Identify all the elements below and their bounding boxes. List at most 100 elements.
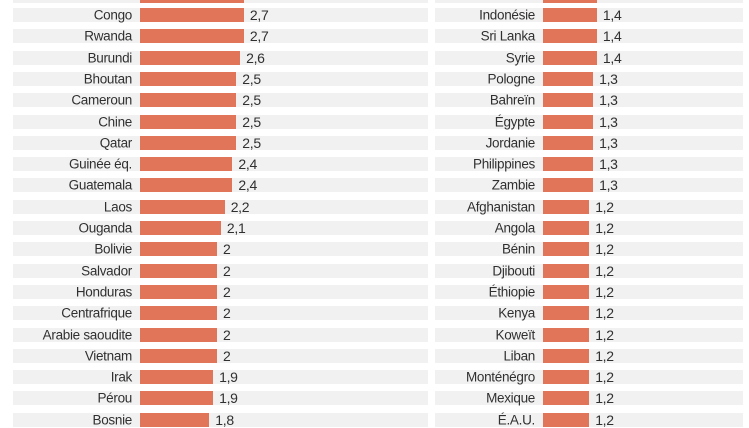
chart-row: Bénin 1,2 (435, 241, 743, 257)
value-label: 1,3 (599, 92, 618, 109)
value-bar (140, 178, 233, 193)
value-bar (543, 199, 590, 214)
value-bar (543, 327, 590, 342)
chart-row: Bolivie 2 (13, 241, 428, 257)
country-label: Pologne (487, 71, 536, 87)
value-bar (543, 8, 597, 22)
country-label: Zambie (491, 177, 536, 193)
value-bar (543, 370, 590, 385)
value-label: 1,3 (599, 134, 618, 151)
value-label: 1,2 (595, 411, 614, 428)
value-bar (140, 199, 225, 214)
value-bar (543, 93, 594, 108)
value-label: 2,5 (242, 113, 261, 130)
value-label: 2,6 (246, 49, 265, 66)
value-label: 1,2 (595, 262, 614, 279)
value-bar (140, 412, 210, 427)
country-label: Guinée éq. (68, 156, 132, 172)
value-label: 2,2 (230, 198, 250, 215)
chart-row: Burundi 2,6 (13, 49, 428, 66)
country-label: Burundi (87, 50, 133, 66)
chart-row: Congo 2,7 (13, 7, 428, 23)
row-band (13, 391, 428, 406)
chart-row: Koweït 1,2 (435, 327, 743, 343)
country-label: Guatemala (68, 177, 133, 193)
chart-row: Liban 1,2 (435, 347, 743, 364)
value-label: 1,2 (595, 347, 614, 364)
country-label: Kenya (498, 305, 535, 321)
value-label: 1,2 (595, 369, 614, 386)
value-bar (543, 50, 597, 65)
country-label: Jordanie (485, 135, 536, 151)
cropped-bar-sliver (543, 0, 597, 3)
value-label: 2 (223, 305, 231, 322)
value-bar (140, 157, 233, 172)
value-label: 1,2 (595, 283, 614, 300)
chart-row: Laos 2,2 (13, 198, 428, 215)
chart-row: Bahreïn 1,3 (435, 92, 743, 109)
country-label: Arabie saoudite (42, 327, 133, 342)
country-label: Djibouti (492, 263, 535, 279)
value-bar (140, 93, 237, 108)
value-bar (140, 263, 217, 278)
country-label: Bahreïn (489, 92, 535, 108)
chart-row: Kenya 1,2 (435, 305, 743, 321)
value-bar (140, 114, 237, 129)
country-label: Salvador (81, 263, 132, 279)
chart-row: Guinée éq. 2,4 (13, 156, 428, 172)
value-label: 1,3 (599, 156, 618, 173)
chart-row: Centrafrique 2 (13, 305, 428, 322)
value-label: 2,5 (242, 92, 261, 109)
value-bar (140, 348, 217, 363)
chart-row: Djibouti 1,2 (435, 262, 743, 279)
chart-row: Monténégro 1,2 (435, 369, 743, 386)
country-label: Bosnie (92, 412, 133, 428)
chart-row: Honduras 2 (13, 284, 428, 300)
chart-row: Vietnam 2 (13, 347, 428, 364)
value-bar (140, 391, 214, 406)
value-label: 2 (223, 326, 231, 343)
value-bar (543, 306, 590, 321)
chart-row: Pologne 1,3 (435, 70, 743, 87)
chart-row: Zambie 1,3 (435, 177, 743, 193)
row-band (13, 327, 428, 342)
country-label: Cameroun (71, 92, 132, 108)
chart-row: Qatar 2,5 (13, 134, 428, 151)
value-label: 1,3 (599, 113, 618, 130)
value-bar (140, 370, 214, 385)
row-band (13, 370, 428, 385)
country-label: Honduras (75, 284, 132, 300)
country-label: Centrafrique (61, 305, 132, 321)
country-label: Chine (98, 114, 132, 129)
value-bar (140, 221, 221, 235)
row-band (13, 242, 428, 257)
chart-row: Bosnie 1,8 (13, 412, 428, 428)
country-label: Bolivie (94, 241, 132, 257)
chart-row: Indonésie 1,4 (435, 7, 743, 23)
country-label: Congo (93, 7, 133, 23)
value-bar (543, 71, 594, 86)
country-label: Laos (103, 199, 132, 215)
value-label: 2,5 (242, 134, 261, 151)
value-label: 1,2 (595, 220, 614, 236)
country-label: Bénin (501, 241, 535, 257)
value-label: 2,5 (242, 70, 261, 87)
value-bar (140, 8, 244, 22)
country-label: É.A.U. (497, 412, 536, 428)
row-band (13, 348, 428, 363)
chart-row: Guatemala 2,4 (13, 177, 428, 194)
chart-row: Pérou 1,9 (13, 390, 428, 407)
country-label: Irak (110, 369, 133, 385)
chart-row: Angola 1,2 (435, 220, 743, 236)
value-label: 2 (223, 347, 231, 364)
value-bar (543, 242, 590, 257)
value-bar (543, 412, 590, 427)
cropped-bar-sliver (140, 0, 244, 3)
value-bar (543, 114, 594, 129)
country-label: Angola (494, 220, 536, 236)
value-label: 2,4 (238, 177, 257, 194)
value-label: 1,9 (219, 369, 238, 386)
value-label: 1,9 (219, 390, 238, 407)
value-label: 1,3 (599, 70, 618, 87)
chart-row: Éthiopie 1,2 (435, 283, 743, 300)
